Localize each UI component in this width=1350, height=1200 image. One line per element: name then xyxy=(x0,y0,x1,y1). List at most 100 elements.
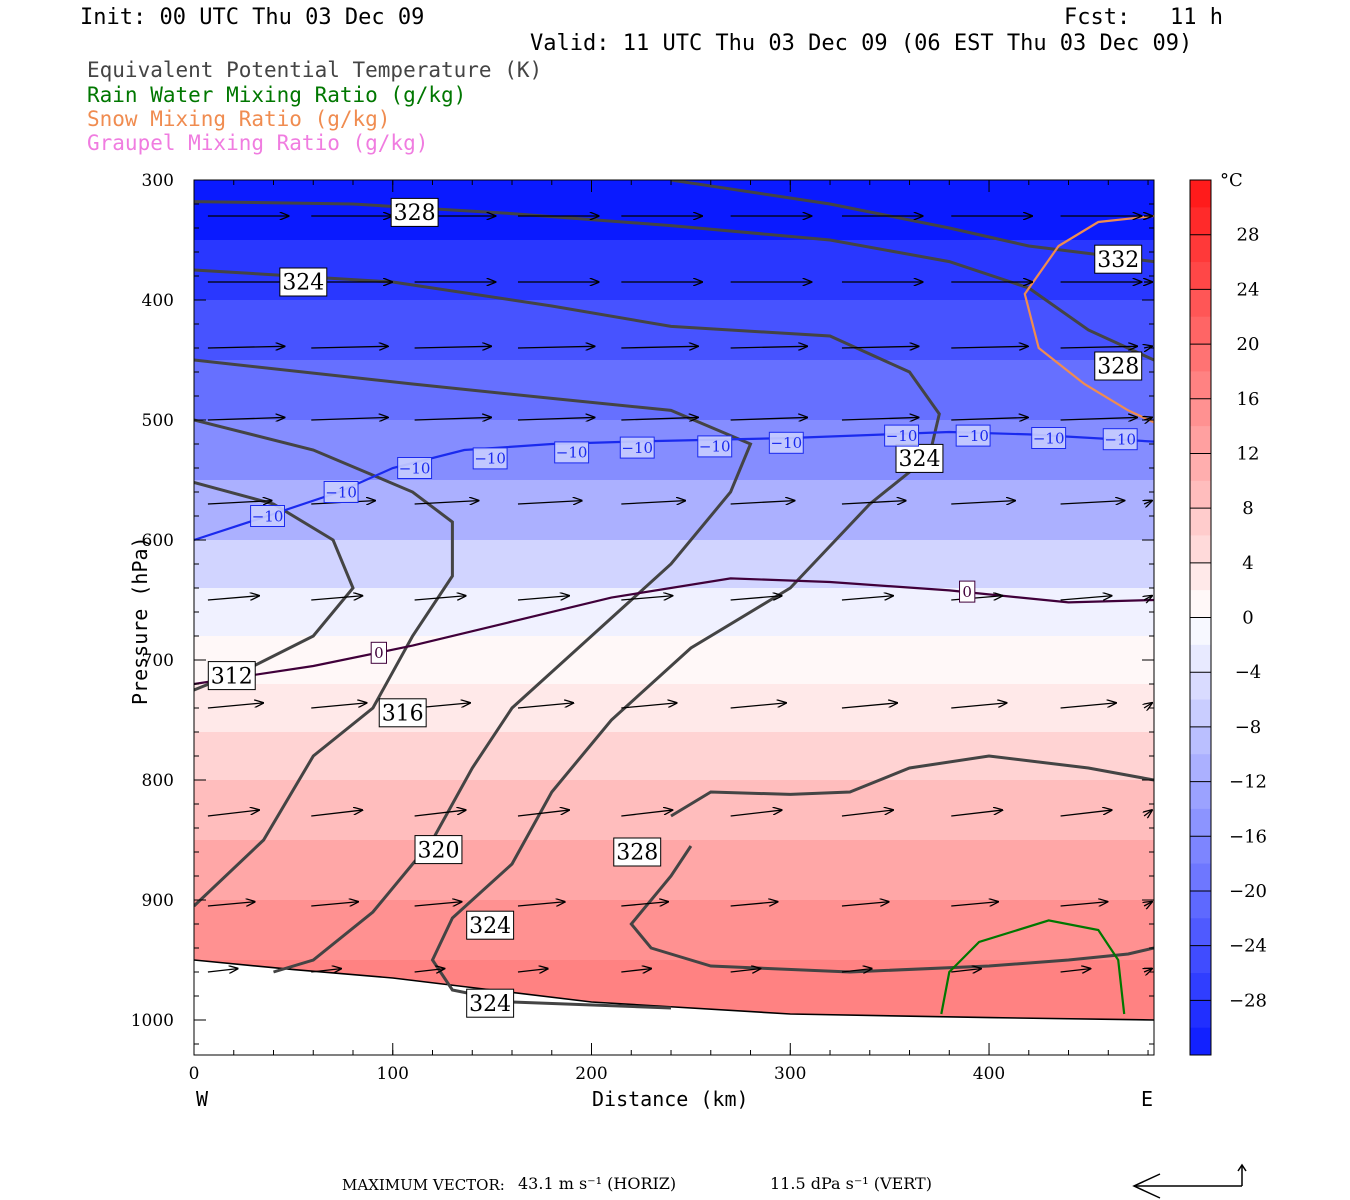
x-tick-label: 400 xyxy=(973,1064,1005,1084)
wind-vector xyxy=(1144,596,1152,600)
theta-e-contour xyxy=(670,754,1154,818)
colorbar-tick-label: −16 xyxy=(1229,826,1267,847)
colorbar-tick-label: 16 xyxy=(1237,389,1260,410)
x-tick-label: 200 xyxy=(575,1064,607,1084)
isotherm-label: −10 xyxy=(399,459,431,477)
wind-vector xyxy=(730,346,808,348)
temperature-band xyxy=(194,732,1154,781)
y-tick-label: 700 xyxy=(142,651,174,671)
isotherm-label-box xyxy=(250,505,285,527)
isotherm-label-box xyxy=(554,441,590,464)
wind-vector xyxy=(414,501,479,504)
wind-vector xyxy=(621,902,668,907)
surface-line xyxy=(194,959,1154,1021)
wind-vector xyxy=(730,703,786,709)
legend-theta-e: Equivalent Potential Temperature (K) xyxy=(87,58,543,82)
wind-vector xyxy=(730,902,778,907)
colorbar-tick-label: −8 xyxy=(1235,717,1262,738)
wind-vector xyxy=(951,969,981,972)
wind-vector xyxy=(517,417,595,420)
wind-vector xyxy=(311,902,358,907)
isotherm-label: 0 xyxy=(374,644,384,662)
colorbar-tick-label: −12 xyxy=(1229,772,1267,793)
colorbar-segment xyxy=(1190,890,1211,919)
wind-vector xyxy=(1060,501,1125,504)
colorbar-segment xyxy=(1190,945,1211,974)
colorbar-segment xyxy=(1190,1027,1211,1056)
colorbar-segment xyxy=(1190,644,1211,673)
y-tick-label: 300 xyxy=(142,171,174,191)
x-tick-label: 0 xyxy=(189,1064,200,1084)
snow-contour xyxy=(1023,214,1154,424)
colorbar-tick-label: 8 xyxy=(1242,498,1253,519)
max-vector-horiz: 43.1 m s⁻¹ (HORIZ) xyxy=(518,1174,677,1193)
theta-e-label: 332 xyxy=(1097,248,1139,273)
theta-e-contour xyxy=(194,418,454,908)
valid-time: Valid: 11 UTC Thu 03 Dec 09 (06 EST Thu … xyxy=(530,31,1193,56)
wind-vector xyxy=(730,969,761,972)
temperature-band xyxy=(194,684,1154,733)
colorbar-tick-label: 24 xyxy=(1237,279,1260,300)
init-time: Init: 00 UTC Thu 03 Dec 09 xyxy=(80,5,425,30)
colorbar-segment xyxy=(1190,726,1211,755)
wind-vector xyxy=(621,596,672,601)
colorbar-segment xyxy=(1190,699,1211,728)
theta-e-label: 328 xyxy=(1097,355,1139,380)
wind-vector xyxy=(311,703,366,709)
wind-vector xyxy=(1144,703,1152,708)
isotherm-label-box xyxy=(768,431,804,454)
colorbar-segment xyxy=(1190,262,1211,290)
wind-vector xyxy=(1060,902,1108,907)
y-tick-label: 600 xyxy=(142,531,174,551)
x-tick-label: 100 xyxy=(377,1064,409,1084)
wind-vector xyxy=(517,902,565,907)
temperature-band xyxy=(194,588,1154,637)
colorbar-segment xyxy=(1190,371,1211,400)
isotherm-label-box xyxy=(472,447,508,470)
wind-vector xyxy=(207,346,285,348)
theta-e-label-box xyxy=(613,837,662,867)
colorbar-tick-label: 0 xyxy=(1242,608,1253,629)
wind-vector xyxy=(207,810,259,817)
theta-e-label-box xyxy=(390,197,439,227)
x-tick-label: 300 xyxy=(774,1064,806,1084)
colorbar-unit: °C xyxy=(1220,170,1243,191)
wind-vector xyxy=(1060,346,1138,348)
theta-e-label-box xyxy=(207,661,256,691)
temperature-band xyxy=(194,420,1154,481)
theta-e-label-box xyxy=(1094,244,1143,274)
wind-vector xyxy=(730,501,795,504)
forecast-hour: Fcst: 11 h xyxy=(1064,5,1223,30)
wind-vector xyxy=(414,810,466,817)
colorbar-tick-label: 20 xyxy=(1237,334,1260,355)
temperature-band xyxy=(194,636,1154,685)
colorbar-segment xyxy=(1190,562,1211,591)
theta-e-label-box xyxy=(466,988,515,1018)
isotherm-label-box xyxy=(397,457,433,479)
wind-vector xyxy=(730,596,782,601)
theta-e-contour xyxy=(194,358,753,974)
wind-vector xyxy=(414,346,492,348)
colorbar-segment xyxy=(1190,972,1211,1001)
wind-vector xyxy=(414,969,445,972)
colorbar-segment xyxy=(1190,453,1211,482)
wind-vector xyxy=(951,501,1015,504)
wind-vector xyxy=(1060,703,1116,709)
isotherm-label-box xyxy=(323,481,359,503)
colorbar-segment xyxy=(1190,918,1211,947)
y-tick-label: 500 xyxy=(142,411,174,431)
isotherm-label-box xyxy=(370,641,387,664)
wind-vector xyxy=(841,810,893,817)
temperature-band xyxy=(194,300,1154,361)
colorbar-segment xyxy=(1190,781,1211,810)
colorbar-segment xyxy=(1190,289,1211,318)
wind-vector xyxy=(621,810,672,817)
colorbar-tick-label: −4 xyxy=(1235,662,1262,683)
colorbar-segment xyxy=(1190,316,1211,345)
colorbar-segment xyxy=(1190,836,1211,865)
wind-vector xyxy=(841,703,897,709)
isotherm-label: −10 xyxy=(252,507,284,525)
colorbar-segment xyxy=(1190,207,1211,236)
reference-vector-icon xyxy=(1132,1163,1247,1199)
legend-graupel: Graupel Mixing Ratio (g/kg) xyxy=(87,131,429,155)
